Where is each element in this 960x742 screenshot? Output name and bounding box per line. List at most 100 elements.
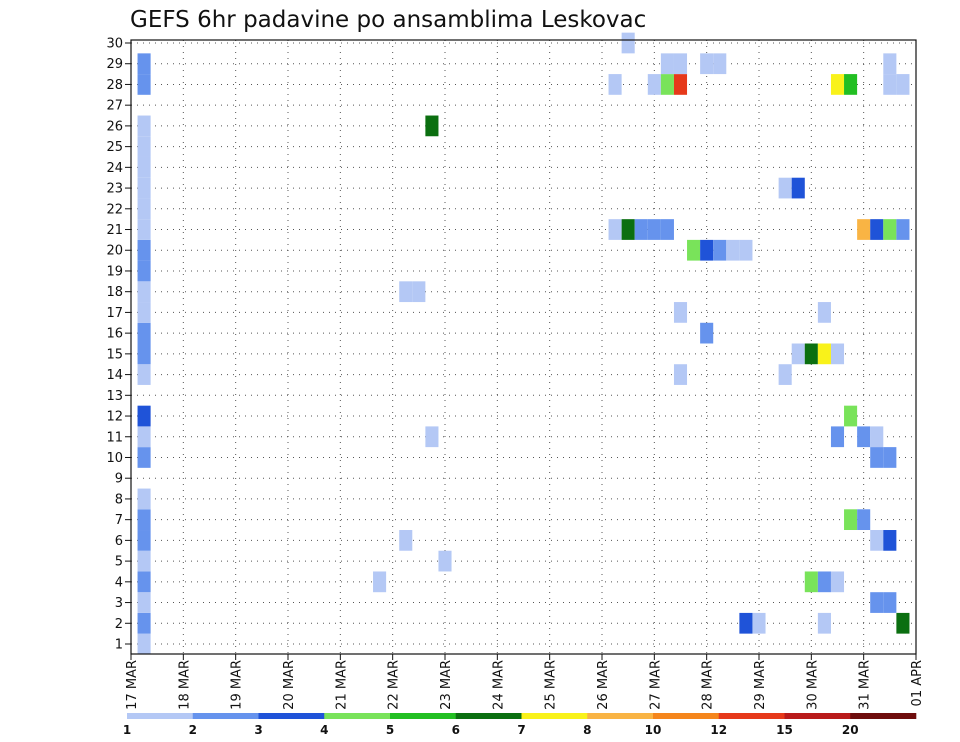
y-tick-label: 14	[106, 368, 123, 383]
data-cell	[830, 74, 845, 95]
plot-frame	[130, 39, 917, 655]
data-cell	[870, 426, 884, 448]
y-tick-label: 26	[106, 119, 123, 134]
data-cell	[726, 239, 740, 261]
data-cell	[137, 364, 151, 385]
x-tick-label: 29 MAR	[753, 660, 768, 710]
data-cell	[791, 343, 805, 365]
data-cell	[137, 74, 151, 95]
data-cell	[137, 633, 151, 655]
data-cell	[608, 74, 622, 95]
data-cell	[137, 530, 151, 551]
data-cell	[739, 612, 753, 634]
data-cell	[660, 53, 674, 75]
data-cell	[896, 612, 910, 634]
chart-title: GEFS 6hr padavine po ansamblima Leskovac	[130, 7, 646, 33]
data-cell	[137, 115, 151, 137]
data-cell	[621, 219, 635, 240]
y-tick-label: 19	[106, 264, 123, 279]
legend-swatch	[390, 713, 457, 719]
y-tick-label: 1	[115, 638, 123, 653]
y-tick-label: 21	[106, 223, 123, 238]
y-tick-label: 24	[106, 161, 123, 176]
data-cell	[137, 322, 151, 344]
data-cell	[137, 260, 151, 282]
data-cell	[804, 571, 818, 593]
data-cell	[844, 74, 858, 95]
data-cell	[137, 405, 151, 427]
data-cells	[137, 32, 910, 655]
x-tick-label: 26 MAR	[596, 660, 611, 710]
data-cell	[137, 177, 151, 199]
data-cell	[137, 156, 151, 178]
data-cell	[137, 488, 151, 510]
data-cell	[412, 281, 426, 303]
y-tick-label: 2	[115, 617, 123, 632]
y-tick-label: 29	[106, 57, 123, 72]
data-cell	[137, 592, 151, 613]
x-tick-label: 17 MAR	[125, 660, 140, 710]
color-legend: 1 2 3 4 5 6 7 8 10 12 15 20	[123, 713, 917, 737]
data-cell	[373, 571, 387, 593]
x-axis: 17 MAR 18 MAR 19 MAR 20 MAR 21 MAR 22 MAR 23 M…	[125, 654, 925, 710]
x-tick-label: 25 MAR	[544, 660, 559, 710]
data-cell	[791, 177, 805, 199]
data-cell	[687, 239, 701, 261]
data-cell	[647, 74, 661, 95]
legend-swatch	[192, 713, 259, 719]
legend-swatch	[324, 713, 391, 719]
legend-label: 15	[776, 723, 793, 737]
y-tick-label: 12	[106, 410, 123, 425]
data-cell	[425, 115, 439, 137]
data-cell	[137, 612, 151, 634]
data-cell	[673, 302, 688, 323]
data-cell	[817, 571, 831, 593]
data-cell	[870, 530, 884, 551]
y-tick-label: 28	[106, 78, 123, 93]
data-cell	[804, 343, 818, 365]
y-tick-label: 11	[106, 430, 123, 445]
legend-swatch	[127, 713, 194, 719]
data-cell	[739, 239, 753, 261]
data-cell	[700, 322, 714, 344]
legend-label: 1	[123, 723, 131, 737]
x-tick-label: 28 MAR	[701, 660, 716, 710]
y-tick-label: 3	[115, 596, 123, 611]
data-cell	[857, 219, 871, 240]
data-cell	[857, 509, 871, 531]
y-tick-label: 9	[115, 472, 123, 487]
y-tick-label: 30	[106, 37, 123, 52]
legend-label: 20	[842, 723, 859, 737]
legend-swatch	[258, 713, 325, 719]
y-tick-label: 6	[115, 534, 123, 549]
data-cell	[438, 550, 452, 572]
data-cell	[137, 136, 151, 157]
data-cell	[425, 426, 439, 448]
data-cell	[399, 281, 413, 303]
legend-label: 10	[645, 723, 662, 737]
data-cell	[844, 509, 858, 531]
data-cell	[844, 405, 858, 427]
data-cell	[700, 53, 714, 75]
y-tick-label: 15	[106, 347, 123, 362]
x-tick-label: 01 APR	[910, 660, 925, 706]
y-tick-label: 8	[115, 492, 123, 507]
y-tick-label: 20	[106, 244, 123, 259]
data-cell	[634, 219, 648, 240]
x-tick-label: 24 MAR	[491, 660, 506, 710]
data-cell	[621, 32, 635, 54]
y-tick-label: 17	[106, 306, 123, 321]
y-tick-label: 4	[115, 575, 123, 590]
legend-swatch	[521, 713, 588, 719]
y-axis: 1234567891011121314151617181920212223242…	[106, 37, 131, 653]
legend-label: 6	[452, 723, 460, 737]
legend-swatch	[455, 713, 522, 719]
data-cell	[883, 447, 897, 468]
x-tick-label: 19 MAR	[230, 660, 245, 710]
data-cell	[830, 343, 845, 365]
data-cell	[752, 612, 766, 634]
legend-label: 5	[386, 723, 394, 737]
x-tick-label: 22 MAR	[387, 660, 402, 710]
legend-label: 8	[583, 723, 591, 737]
